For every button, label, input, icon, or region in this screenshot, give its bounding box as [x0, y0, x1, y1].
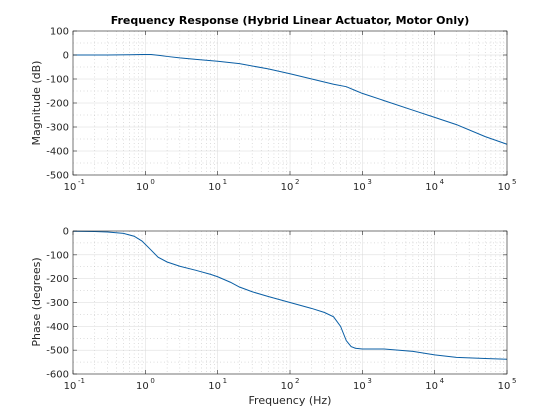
y-tick-label: -100	[46, 75, 69, 86]
x-tick-exponent: 1	[223, 178, 227, 186]
y-tick-label: -500	[46, 171, 69, 182]
x-tick-label: 10	[208, 182, 221, 193]
y-tick-label: 0	[63, 227, 69, 238]
magnitude-y-axis-label: Magnitude (dB)	[30, 61, 43, 146]
x-tick-label: 10	[353, 182, 366, 193]
x-tick-exponent: 4	[440, 377, 445, 385]
x-tick-label: 10	[498, 182, 511, 193]
x-tick-label: 10	[208, 381, 221, 392]
data-series-line	[73, 54, 508, 145]
phase-y-axis-label: Phase (degrees)	[30, 257, 43, 346]
x-tick-exponent: 1	[223, 377, 227, 385]
x-tick-label: 10	[281, 381, 294, 392]
x-tick-exponent: 5	[512, 178, 516, 186]
y-tick-label: -200	[46, 274, 69, 285]
x-tick-label: 10	[498, 381, 511, 392]
x-tick-exponent: 4	[440, 178, 445, 186]
x-tick-label: 10	[353, 381, 366, 392]
x-tick-exponent: 0	[150, 377, 154, 385]
y-tick-label: -400	[46, 147, 69, 158]
y-tick-label: -100	[46, 250, 69, 261]
x-tick-label: 10	[64, 182, 77, 193]
y-tick-label: -200	[46, 99, 69, 110]
x-tick-exponent: -1	[78, 377, 85, 385]
x-tick-exponent: 3	[367, 178, 371, 186]
y-tick-label: -300	[46, 123, 69, 134]
x-tick-label: 10	[281, 182, 294, 193]
data-series-line	[72, 230, 508, 360]
x-tick-exponent: 3	[367, 377, 371, 385]
x-tick-exponent: 0	[150, 178, 154, 186]
x-tick-label: 10	[425, 182, 438, 193]
x-tick-exponent: 2	[295, 377, 299, 385]
y-tick-label: -600	[46, 370, 69, 381]
y-tick-label: -300	[46, 298, 69, 309]
x-tick-label: 10	[136, 381, 149, 392]
x-tick-exponent: -1	[78, 178, 85, 186]
y-tick-label: 0	[63, 51, 69, 62]
x-tick-exponent: 2	[295, 178, 299, 186]
y-tick-label: -500	[46, 346, 69, 357]
x-tick-label: 10	[64, 381, 77, 392]
y-tick-label: 100	[50, 27, 69, 38]
y-tick-label: -400	[46, 322, 69, 333]
chart-title: Frequency Response (Hybrid Linear Actuat…	[111, 14, 470, 27]
x-tick-label: 10	[136, 182, 149, 193]
x-tick-exponent: 5	[512, 377, 516, 385]
x-tick-label: 10	[425, 381, 438, 392]
x-axis-label: Frequency (Hz)	[249, 394, 332, 407]
